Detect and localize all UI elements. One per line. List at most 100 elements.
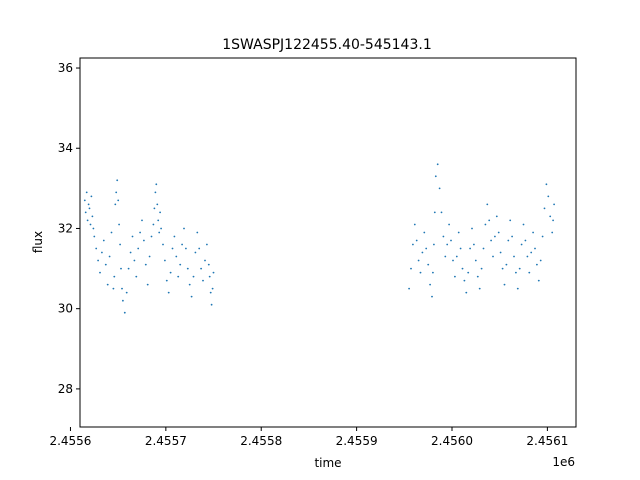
data-point bbox=[196, 231, 199, 234]
data-point bbox=[99, 271, 101, 274]
data-point bbox=[157, 219, 160, 222]
data-point bbox=[152, 223, 155, 226]
data-point bbox=[486, 203, 489, 206]
data-point bbox=[110, 231, 113, 234]
data-point bbox=[410, 267, 412, 270]
data-point bbox=[551, 231, 554, 234]
data-point bbox=[488, 219, 491, 222]
data-point bbox=[114, 203, 117, 206]
data-point bbox=[86, 219, 89, 222]
data-point bbox=[413, 223, 416, 226]
x-tick-label: 2.4556 bbox=[49, 434, 91, 448]
data-point bbox=[459, 247, 462, 250]
data-point bbox=[474, 259, 477, 262]
data-point bbox=[438, 187, 441, 190]
data-point bbox=[471, 227, 473, 230]
data-point bbox=[173, 235, 176, 238]
plot-frame bbox=[79, 57, 577, 428]
data-point bbox=[118, 223, 120, 226]
data-point bbox=[541, 235, 544, 238]
data-point bbox=[543, 207, 546, 210]
data-point bbox=[108, 255, 111, 258]
y-axis-title: flux bbox=[31, 231, 45, 253]
data-point bbox=[143, 239, 145, 242]
data-point bbox=[463, 279, 466, 282]
data-point bbox=[482, 247, 485, 250]
data-point bbox=[539, 259, 542, 262]
data-point bbox=[200, 267, 203, 270]
data-point bbox=[153, 207, 156, 210]
data-point bbox=[155, 183, 158, 186]
data-point bbox=[509, 219, 512, 222]
data-point bbox=[457, 231, 460, 234]
data-point bbox=[461, 267, 464, 270]
data-point bbox=[478, 287, 481, 290]
data-point bbox=[141, 219, 143, 222]
chart-title: 1SWASPJ122455.40-545143.1 bbox=[222, 37, 431, 53]
data-point bbox=[553, 203, 555, 206]
data-point bbox=[446, 243, 449, 246]
data-point bbox=[210, 303, 213, 306]
y-tick-label: 34 bbox=[58, 141, 73, 155]
data-point bbox=[188, 283, 191, 286]
data-point bbox=[165, 279, 168, 282]
data-point bbox=[465, 291, 468, 294]
x-tick-label: 2.4559 bbox=[336, 434, 378, 448]
data-point bbox=[204, 259, 206, 262]
data-point bbox=[427, 263, 430, 266]
data-point bbox=[211, 287, 214, 290]
data-point bbox=[113, 275, 116, 278]
data-point bbox=[467, 271, 470, 274]
data-point bbox=[429, 283, 431, 286]
data-point bbox=[454, 275, 456, 278]
data-point bbox=[116, 179, 119, 182]
data-point bbox=[473, 243, 475, 246]
data-point bbox=[95, 247, 98, 250]
data-point bbox=[209, 291, 212, 294]
data-point bbox=[417, 259, 420, 262]
data-point bbox=[159, 211, 162, 214]
data-point bbox=[528, 271, 531, 274]
data-point bbox=[104, 263, 107, 266]
data-point bbox=[164, 259, 166, 262]
data-point bbox=[122, 299, 124, 302]
data-point bbox=[186, 267, 189, 270]
data-point bbox=[169, 271, 172, 274]
data-point bbox=[84, 211, 87, 214]
data-point bbox=[455, 255, 458, 258]
data-point bbox=[156, 203, 159, 206]
data-point bbox=[92, 227, 95, 230]
data-point bbox=[112, 287, 115, 290]
data-point bbox=[520, 243, 523, 246]
x-axis-offset-label: 1e6 bbox=[552, 455, 575, 469]
data-point bbox=[158, 231, 161, 234]
data-point bbox=[503, 283, 506, 286]
data-point bbox=[499, 251, 502, 254]
data-point bbox=[434, 175, 437, 178]
data-point bbox=[452, 259, 454, 262]
data-point bbox=[532, 231, 534, 234]
data-point bbox=[545, 183, 548, 186]
y-tick-label: 32 bbox=[58, 221, 73, 235]
data-point bbox=[87, 203, 90, 206]
data-point bbox=[85, 191, 88, 194]
x-tick-label: 2.4560 bbox=[431, 434, 473, 448]
data-point bbox=[425, 247, 428, 250]
data-point bbox=[154, 191, 157, 194]
data-point bbox=[83, 199, 86, 202]
data-point bbox=[133, 259, 136, 262]
data-point bbox=[505, 263, 508, 266]
data-point bbox=[185, 247, 187, 250]
data-point bbox=[101, 251, 103, 254]
data-point bbox=[125, 291, 128, 294]
data-point bbox=[419, 271, 422, 274]
data-point bbox=[198, 247, 201, 250]
data-point bbox=[148, 255, 151, 258]
data-point bbox=[194, 251, 197, 254]
y-tick-label: 30 bbox=[58, 302, 73, 316]
data-point bbox=[97, 259, 99, 262]
data-point bbox=[88, 207, 91, 210]
data-point bbox=[120, 267, 122, 270]
x-tick-label: 2.4561 bbox=[526, 434, 568, 448]
